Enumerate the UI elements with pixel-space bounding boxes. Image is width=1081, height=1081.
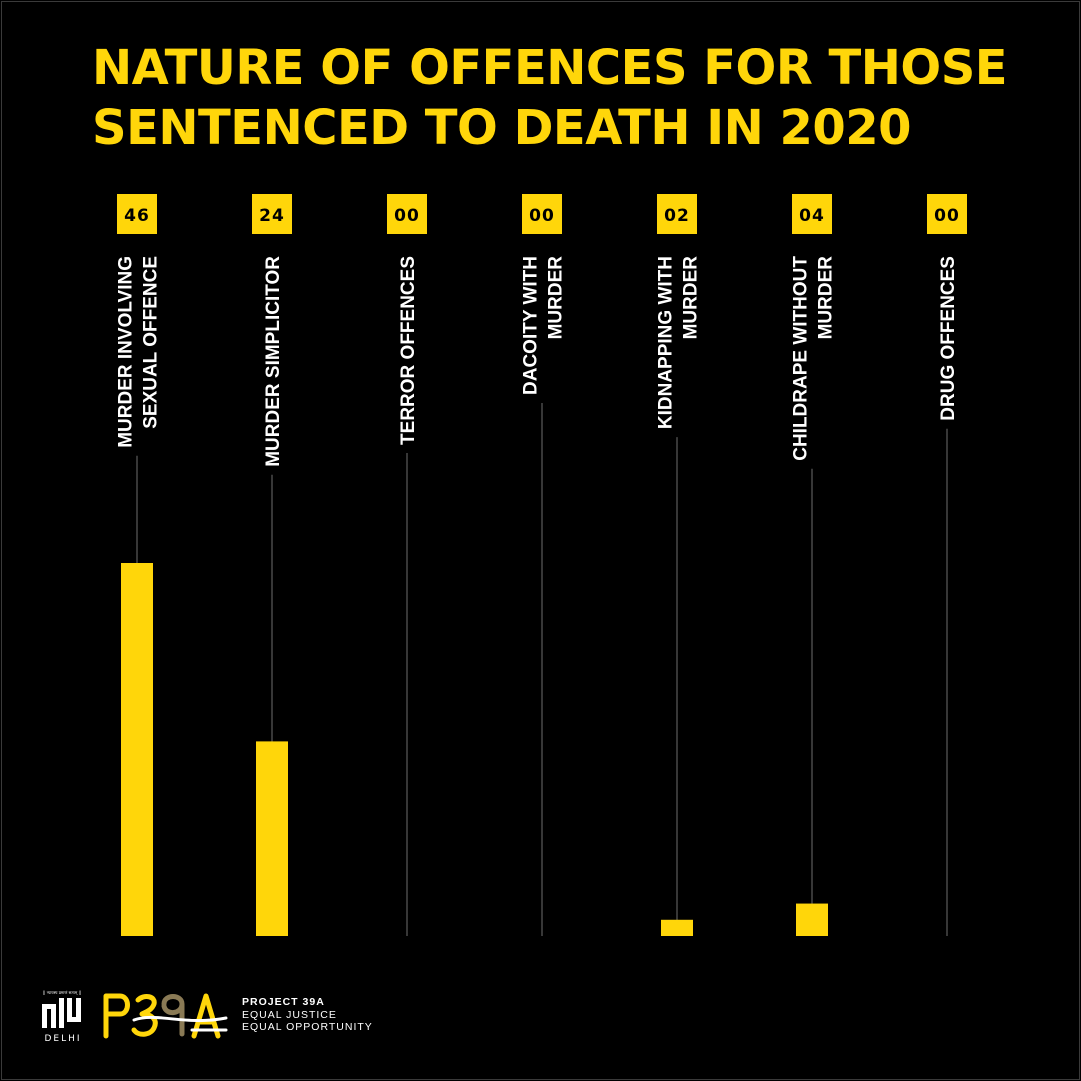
bar-1 (256, 741, 288, 936)
category-label-line: KIDNAPPING WITH (656, 256, 677, 429)
data-label-1: 24 (259, 206, 285, 226)
value-badge-3 (522, 194, 562, 234)
org-tagline-2: EQUAL OPPORTUNITY (242, 1021, 373, 1033)
nlu-logo-mark (42, 998, 81, 1028)
data-label-3: 00 (529, 206, 555, 226)
chart-title-line-2: SENTENCED TO DEATH IN 2020 (92, 100, 912, 156)
category-label-line: MURDER (681, 256, 702, 340)
value-badge-0 (117, 194, 157, 234)
category-label-6: DRUG OFFENCES (938, 256, 959, 421)
category-label-line: SEXUAL OFFENCE (141, 256, 162, 429)
nlu-delhi-logo: || न्यायस्य प्रमाणं सत्यम् || DELHI (42, 990, 81, 1044)
category-label-line: TERROR OFFENCES (398, 256, 419, 445)
category-label-line: MURDER (546, 256, 567, 340)
category-label-2: TERROR OFFENCES (398, 256, 419, 445)
value-badge-1 (252, 194, 292, 234)
organisation-block: PROJECT 39A EQUAL JUSTICE EQUAL OPPORTUN… (242, 996, 373, 1034)
chart-title: NATURE OF OFFENCES FOR THOSE SENTENCED T… (92, 38, 1052, 158)
category-label-line: MURDER (816, 256, 837, 340)
value-badge-6 (927, 194, 967, 234)
bar-4 (661, 919, 693, 936)
data-label-0: 46 (124, 206, 150, 226)
category-label-3: DACOITY WITH MURDER (521, 256, 567, 395)
nlu-logo-city: DELHI (44, 1034, 81, 1044)
value-badge-5 (792, 194, 832, 234)
category-label-line: DACOITY WITH (521, 256, 542, 395)
org-name: PROJECT 39A (242, 996, 325, 1008)
category-label-line: DRUG OFFENCES (938, 256, 959, 421)
data-label-4: 02 (664, 206, 690, 226)
p39a-logo (103, 993, 228, 1039)
data-label-5: 04 (799, 206, 825, 226)
bar-5 (796, 903, 828, 936)
chart-title-line-1: NATURE OF OFFENCES FOR THOSE (92, 40, 1008, 96)
value-badge-4 (657, 194, 697, 234)
bar-0 (121, 563, 153, 936)
value-badge-2 (387, 194, 427, 234)
category-label-5: CHILDRAPE WITHOUT MURDER (791, 256, 837, 461)
category-label-line: MURDER SIMPLICITOR (263, 256, 284, 467)
data-label-2: 00 (394, 206, 420, 226)
category-label-line: CHILDRAPE WITHOUT (791, 256, 812, 461)
category-label-line: MURDER INVOLVING (116, 256, 137, 448)
data-label-6: 00 (934, 206, 960, 226)
category-label-0: MURDER INVOLVING SEXUAL OFFENCE (116, 256, 162, 448)
category-label-4: KIDNAPPING WITH MURDER (656, 256, 702, 429)
category-label-1: MURDER SIMPLICITOR (263, 256, 284, 467)
nlu-logo-tagline: || न्यायस्य प्रमाणं सत्यम् || (43, 990, 81, 996)
org-tagline-1: EQUAL JUSTICE (242, 1008, 337, 1021)
